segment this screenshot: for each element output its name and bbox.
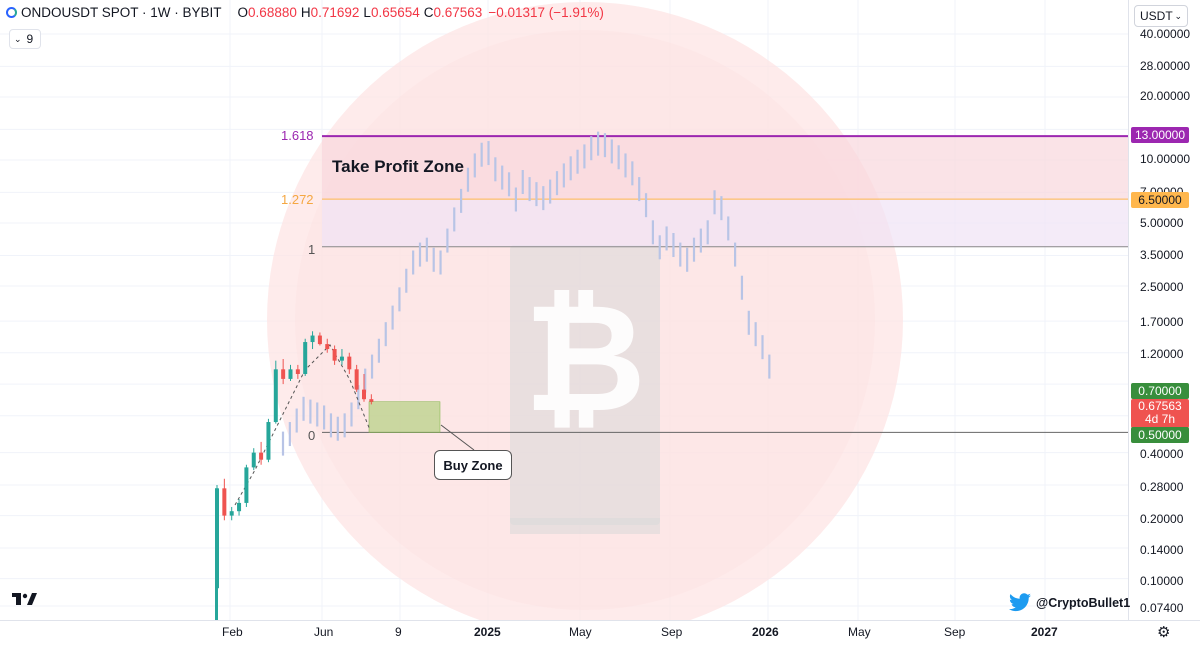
buy-zone-box [368,401,441,433]
high-label: H [300,5,311,20]
price-tick: 10.00000 [1140,152,1191,166]
candle-body [339,356,344,361]
last-price-badge: 0.67563 4d 7h [1131,399,1189,428]
bitcoin-watermark-base [510,518,660,534]
candle-body [347,356,352,370]
buy-zone-pointer [440,424,475,451]
symbol-title[interactable]: ONDOUSDT SPOT · 1W · BYBIT [21,5,222,20]
time-label: Sep [661,625,683,639]
chart-header: ONDOUSDT SPOT · 1W · BYBIT O 0.68880 H 0.7… [6,5,604,20]
candle-body [369,399,374,402]
chart-pane[interactable]: ₿ [0,0,1128,620]
candle-body [259,452,264,460]
change-value: −0.01317 (−1.91%) [488,5,604,20]
level-badge-0-5: 0.50000 [1131,427,1189,443]
candle-body [288,369,293,379]
level-badge-0-7: 0.70000 [1131,383,1189,399]
bar-countdown: 4d 7h [1144,412,1176,426]
fib-label-1618: 1.618 [281,128,314,143]
candle-body [317,335,322,345]
close-label: C [423,5,434,20]
buy-zone-label: Buy Zone [443,457,503,473]
price-tick: 1.70000 [1140,315,1184,329]
buy-zone-callout[interactable]: Buy Zone [434,450,512,480]
twitter-handle: @CryptoBullet1 [1036,596,1131,610]
candle-body [310,335,315,343]
candle-body [362,389,366,400]
candle-body [215,488,218,620]
price-tick: 2.50000 [1140,280,1184,294]
time-axis[interactable]: Feb Jun 9 2025 May Sep 2026 May Sep 2027… [0,620,1200,645]
price-tick: 0.28000 [1140,480,1184,494]
tradingview-logo-icon [12,593,37,605]
time-label: Jun [314,625,334,639]
price-tick: 3.50000 [1140,248,1184,262]
level-badge-13: 13.00000 [1131,127,1189,143]
bybit-logo-icon [6,7,17,18]
take-profit-label[interactable]: Take Profit Zone [332,157,464,176]
fib-label-0: 0 [308,428,316,443]
candle-body [237,502,242,512]
last-price: 0.67563 [1138,399,1182,413]
chevron-down-icon: ⌄ [1174,10,1182,21]
bitcoin-watermark-panel [510,245,660,525]
level-badge-6-5: 6.50000 [1131,192,1189,208]
fib-zone-1272 [322,199,1128,247]
currency-value: USDT [1140,9,1173,23]
price-tick: 0.20000 [1140,512,1184,526]
low-value: 0.65654 [370,5,420,20]
candle-body [303,342,308,374]
time-label: May [848,625,871,639]
price-tick: 1.20000 [1140,347,1184,361]
price-chart[interactable]: ₿ [0,0,1128,620]
fib-label-1: 1 [308,242,316,257]
candle-body [222,488,227,516]
candle-body [266,422,271,460]
candle-body [354,369,359,390]
price-axis[interactable] [1128,0,1200,620]
currency-select[interactable]: USDT ⌄ [1134,5,1188,27]
low-label: L [363,5,371,20]
indicator-toggle-button[interactable]: ⌄ 9 [9,29,42,49]
price-tick: 20.00000 [1140,89,1191,103]
tradingview-logo [12,592,38,610]
time-label: May [569,625,592,639]
chevron-down-icon: ⌄ [14,33,22,44]
price-tick: 5.00000 [1140,216,1184,230]
settings-gear-icon[interactable]: ⚙ [1157,624,1171,641]
time-label: Sep [944,625,966,639]
high-value: 0.71692 [310,5,360,20]
time-label: Feb [222,625,243,639]
price-tick: 0.10000 [1140,574,1184,588]
price-tick: 0.40000 [1140,447,1184,461]
price-tick: 0.07400 [1140,601,1184,615]
time-label: 2025 [474,625,501,639]
twitter-bird-icon [1009,593,1031,612]
candle-body [244,467,249,503]
open-value: 0.68880 [248,5,297,20]
candle-body [273,369,278,423]
candle-body [251,452,256,468]
time-label: 2027 [1031,625,1058,639]
price-tick: 40.00000 [1140,27,1191,41]
price-tick: 28.00000 [1140,59,1191,73]
price-tick: 0.14000 [1140,543,1184,557]
take-profit-zone [322,136,1128,200]
candle-body [295,369,300,374]
open-label: O [237,5,249,20]
candle-body [281,369,286,379]
fib-label-1272: 1.272 [281,192,314,207]
candle-body [332,349,337,361]
time-label: 9 [395,625,402,639]
indicator-count: 9 [26,32,34,46]
candle-body [229,511,234,516]
twitter-watermark: @CryptoBullet1 [1008,593,1130,613]
bitcoin-icon: ₿ [524,274,646,442]
time-label: 2026 [752,625,779,639]
close-value: 0.67563 [433,5,483,20]
candle-body [325,344,330,350]
